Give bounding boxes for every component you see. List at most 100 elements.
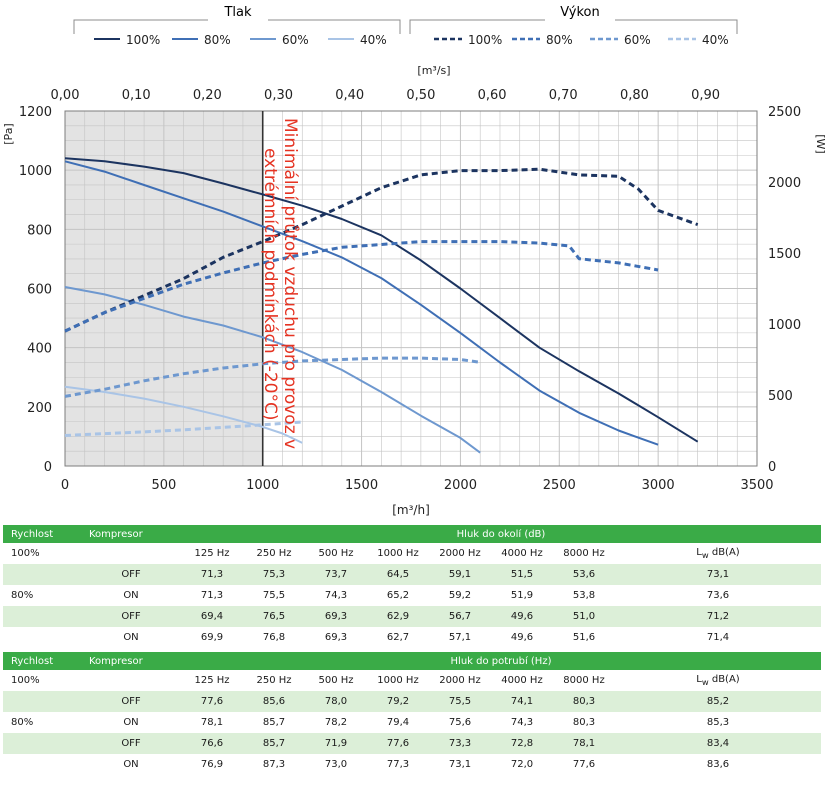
table-cell: 56,7 — [429, 606, 491, 627]
table-cell: 80,3 — [553, 712, 615, 733]
y-right-tick-label: 500 — [768, 389, 793, 404]
table-cell: 62,7 — [367, 627, 429, 648]
table-cell: 76,8 — [243, 627, 305, 648]
lw-cell: 83,6 — [615, 754, 821, 775]
table-cell: 53,6 — [553, 564, 615, 585]
top-tick-label: 0,70 — [549, 88, 578, 103]
table-cell: 49,6 — [491, 627, 553, 648]
power-line-100pct — [64, 167, 699, 333]
legend-left-title: Tlak — [223, 5, 252, 20]
table-row: OFF 76,6 85,7 71,9 77,6 73,3 72,8 78,1 8… — [3, 733, 821, 754]
band-label: 8000 Hz — [553, 543, 615, 564]
table-cell: 51,9 — [491, 585, 553, 606]
plot-border — [64, 110, 758, 467]
table-cell: 71,9 — [305, 733, 367, 754]
y-left-tick-label: 400 — [27, 342, 52, 357]
compressor-state: ON — [81, 585, 181, 606]
y-left-tick-label: 0 — [44, 460, 52, 475]
legend-label: 100% — [468, 33, 502, 47]
table-cell: 72,0 — [491, 754, 553, 775]
compressor-state: ON — [81, 754, 181, 775]
speed-label: 80% — [3, 712, 81, 733]
power-line-60pct — [64, 356, 481, 398]
x-tick-label: 1500 — [345, 478, 378, 493]
table-header: Rychlost Kompresor Hluk do okolí (dB) — [3, 525, 821, 543]
table-cell: 80,3 — [553, 691, 615, 712]
y-right-axis-label: [W] — [814, 134, 825, 153]
annotation: Minimální průtok vzduchu pro provoz vext… — [260, 118, 300, 449]
top-tick-label: 0,80 — [620, 88, 649, 103]
top-tick-label: 0,50 — [406, 88, 435, 103]
band-header-row: 100% 125 Hz 250 Hz 500 Hz 1000 Hz 2000 H… — [3, 543, 821, 564]
annotation-line: Minimální průtok vzduchu pro provoz v — [280, 118, 300, 449]
legend-label: 80% — [546, 33, 573, 47]
table-row: OFF 71,3 75,3 73,7 64,5 59,1 51,5 53,6 7… — [3, 564, 821, 585]
compressor-state: OFF — [81, 733, 181, 754]
top-tick-label: 0,90 — [691, 88, 720, 103]
y-right-tick-label: 2500 — [768, 105, 801, 120]
table-title: Hluk do okolí (dB) — [181, 525, 821, 543]
table-cell: 74,1 — [491, 691, 553, 712]
table-cell: 73,1 — [429, 754, 491, 775]
table-cell: 78,0 — [305, 691, 367, 712]
pressure-line-60pct — [64, 286, 481, 454]
noise-table-surroundings: Rychlost Kompresor Hluk do okolí (dB) 10… — [3, 525, 821, 648]
pressure-line-80pct — [64, 160, 659, 446]
compressor-state: ON — [81, 712, 181, 733]
x-tick-label: 2000 — [444, 478, 477, 493]
pressure-line-100pct — [64, 157, 699, 443]
table-cell: 78,2 — [305, 712, 367, 733]
table-cell: 79,2 — [367, 691, 429, 712]
table-cell: 77,6 — [181, 691, 243, 712]
legend-right-title: Výkon — [560, 5, 600, 20]
lw-cell: 73,6 — [615, 585, 821, 606]
table-row: OFF 69,4 76,5 69,3 62,9 56,7 49,6 51,0 7… — [3, 606, 821, 627]
table-cell: 76,5 — [243, 606, 305, 627]
legend-label: 40% — [702, 33, 729, 47]
y-left-tick-label: 1000 — [19, 164, 52, 179]
table-cell: 59,1 — [429, 564, 491, 585]
noise-table-duct: Rychlost Kompresor Hluk do potrubí (Hz) … — [3, 652, 821, 775]
table-cell: 76,6 — [181, 733, 243, 754]
top-axis-label: [m³/s] — [417, 64, 450, 77]
band-label: 4000 Hz — [491, 543, 553, 564]
lw-cell: 85,3 — [615, 712, 821, 733]
speed-label: 80% — [3, 585, 81, 606]
y-left-tick-label: 200 — [27, 401, 52, 416]
table-cell: 77,6 — [367, 733, 429, 754]
table-cell: 73,7 — [305, 564, 367, 585]
band-label: 500 Hz — [305, 670, 367, 691]
band-label: 125 Hz — [181, 670, 243, 691]
table-cell: 71,3 — [181, 585, 243, 606]
lw-cell: 83,4 — [615, 733, 821, 754]
table-cell: 73,0 — [305, 754, 367, 775]
top-tick-label: 0,40 — [335, 88, 364, 103]
table-cell: 85,7 — [243, 733, 305, 754]
table-cell: 74,3 — [491, 712, 553, 733]
table-cell: 74,3 — [305, 585, 367, 606]
table-cell: 77,3 — [367, 754, 429, 775]
band-label: 125 Hz — [181, 543, 243, 564]
band-label: 2000 Hz — [429, 543, 491, 564]
table-cell: 76,9 — [181, 754, 243, 775]
table-cell: 72,8 — [491, 733, 553, 754]
grid — [64, 110, 758, 467]
band-label: 2000 Hz — [429, 670, 491, 691]
y-left-tick-label: 800 — [27, 223, 52, 238]
table-cell: 87,3 — [243, 754, 305, 775]
band-label: 250 Hz — [243, 543, 305, 564]
table-cell: 71,3 — [181, 564, 243, 585]
x-tick-label: 2500 — [543, 478, 576, 493]
table-cell: 78,1 — [553, 733, 615, 754]
y-right-tick-label: 1000 — [768, 318, 801, 333]
y-right-tick-label: 2000 — [768, 176, 801, 191]
lw-header: Lw dB(A) — [615, 543, 821, 564]
x-tick-label: 3500 — [740, 478, 773, 493]
table-cell: 65,2 — [367, 585, 429, 606]
lw-cell: 71,2 — [615, 606, 821, 627]
table-cell: 75,3 — [243, 564, 305, 585]
x-axis-label: [m³/h] — [392, 503, 430, 517]
table-cell: 59,2 — [429, 585, 491, 606]
series — [64, 157, 699, 454]
top-tick-label: 0,10 — [122, 88, 151, 103]
